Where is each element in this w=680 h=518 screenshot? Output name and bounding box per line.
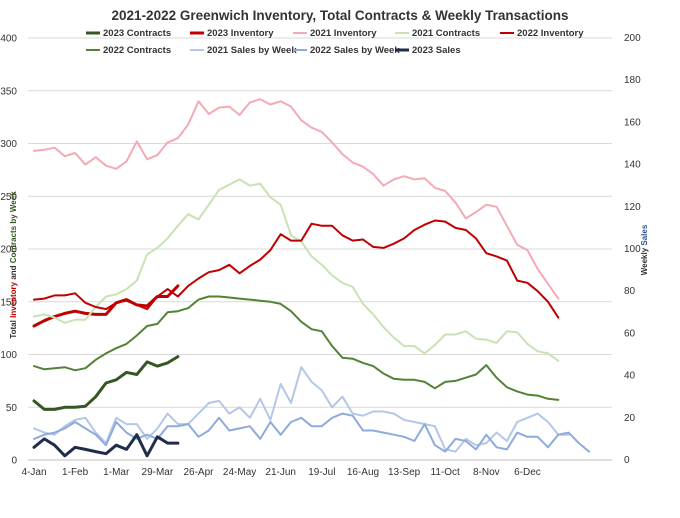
grid xyxy=(28,37,612,408)
legend-label-2021-sales-by-week: 2021 Sales by Week xyxy=(207,45,297,56)
y-right-axis-title: Weekly Sales xyxy=(640,224,649,275)
series-line-2021-contracts xyxy=(33,178,560,362)
y-left-axis-title: Total Inventory and Contracts by Week xyxy=(9,191,18,339)
series xyxy=(32,98,591,458)
x-tick-label: 26-Apr xyxy=(183,467,214,478)
y-right-tick-label: 100 xyxy=(624,244,641,255)
legend-label-2021-inventory: 2021 Inventory xyxy=(310,28,377,39)
y-left-tick-label: 50 xyxy=(6,403,18,414)
series-line-2023-inventory xyxy=(32,284,180,328)
legend-label-2022-inventory: 2022 Inventory xyxy=(517,28,584,39)
legend-label-2022-sales-by-week: 2022 Sales by Week xyxy=(310,45,400,56)
legend-label-2023-sales: 2023 Sales xyxy=(412,45,461,56)
y-left-tick-label: 250 xyxy=(0,192,17,203)
legend-label-2022-contracts: 2022 Contracts xyxy=(103,45,171,56)
series-line-2022-contracts xyxy=(33,295,560,401)
x-tick-label: 11-Oct xyxy=(431,467,460,478)
x-tick-label: 24-May xyxy=(223,467,256,478)
x-tick-label: 1-Feb xyxy=(62,467,89,478)
legend: 2023 Contracts 2023 Inventory 2021 Invento… xyxy=(86,28,584,56)
x-tick-label: 21-Jun xyxy=(265,467,296,478)
series-line-2023-sales xyxy=(32,433,180,458)
y-right-tick-label: 40 xyxy=(624,371,636,382)
y-left-tick-label: 100 xyxy=(0,350,17,361)
y-right-tick-label: 20 xyxy=(624,413,636,424)
y-right-tick-label: 60 xyxy=(624,328,636,339)
series-line-2023-contracts xyxy=(32,355,180,411)
x-tick-label: 1-Mar xyxy=(103,467,130,478)
y-right-tick-label: 200 xyxy=(624,33,641,44)
y-right-tick-label: 180 xyxy=(624,75,641,86)
y-left-tick-label: 400 xyxy=(0,34,17,45)
legend-label-2021-contracts: 2021 Contracts xyxy=(412,28,480,39)
y-left-tick-label: 0 xyxy=(11,456,17,467)
axis-titles: Total Inventory and Contracts by Week Wee… xyxy=(9,191,649,339)
x-tick-label: 4-Jan xyxy=(21,467,46,478)
x-tick-label: 16-Aug xyxy=(347,467,379,478)
y-right-tick-label: 140 xyxy=(624,160,641,171)
chart-title: 2021-2022 Greenwich Inventory, Total Con… xyxy=(112,8,569,23)
y-left-tick-label: 350 xyxy=(0,86,17,97)
y-right-tick-label: 120 xyxy=(624,202,641,213)
x-tick-label: 6-Dec xyxy=(514,467,541,478)
series-line-2022-sales-by-week xyxy=(33,412,591,453)
legend-label-2023-contracts: 2023 Contracts xyxy=(103,28,171,39)
y-left-tick-label: 200 xyxy=(0,245,17,256)
y-right-tick-label: 0 xyxy=(624,455,630,466)
x-tick-label: 19-Jul xyxy=(308,467,335,478)
y-left-tick-label: 300 xyxy=(0,139,17,150)
axes: 0 50 100 150 200 250 300 350 400 0 20 40 60 80 100 120 1… xyxy=(0,33,641,478)
x-tick-label: 8-Nov xyxy=(473,467,500,478)
x-tick-label: 29-Mar xyxy=(142,467,174,478)
y-left-tick-label: 150 xyxy=(0,297,17,308)
y-right-tick-label: 160 xyxy=(624,117,641,128)
series-line-2022-inventory xyxy=(33,219,560,319)
legend-label-2023-inventory: 2023 Inventory xyxy=(207,28,274,39)
y-right-tick-label: 80 xyxy=(624,286,636,297)
series-line-2021-inventory xyxy=(33,98,560,300)
x-tick-label: 13-Sep xyxy=(388,467,421,478)
